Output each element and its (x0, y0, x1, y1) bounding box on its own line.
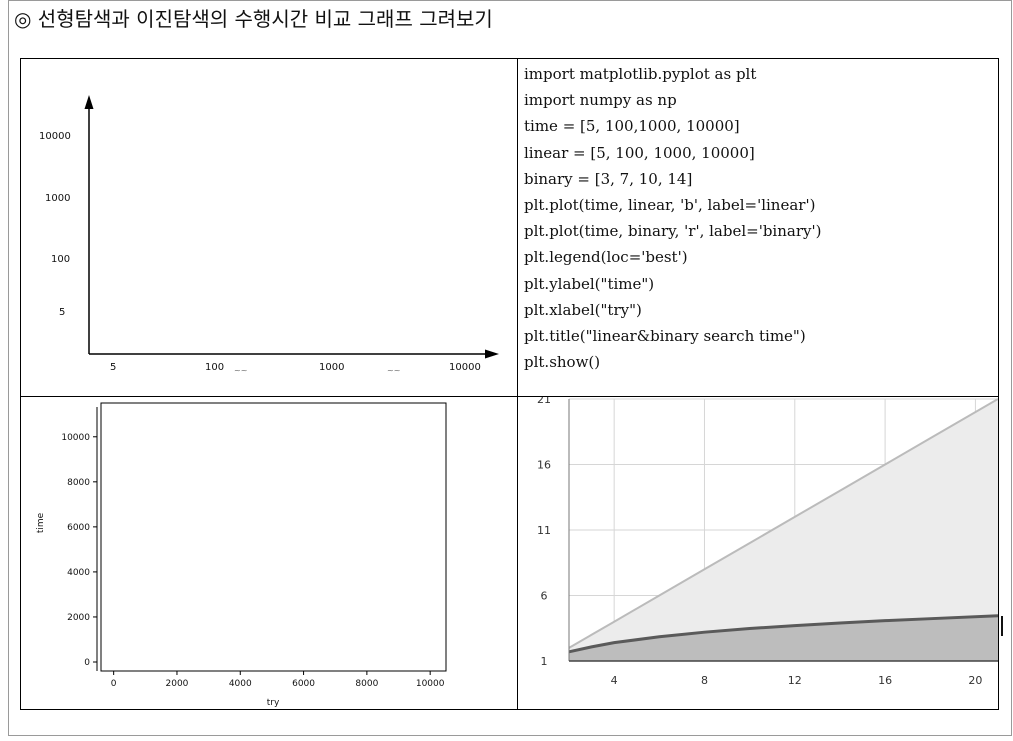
sketch-y-tick: 10000 (39, 131, 71, 142)
series-area-1 (569, 615, 998, 661)
x-tick-label: 8000 (355, 679, 378, 689)
y-tick-label: 16 (537, 459, 551, 472)
code-line: binary = [3, 7, 10, 14] (524, 169, 693, 188)
series-area-0 (569, 399, 998, 661)
sketch-y-tick: 100 (51, 254, 70, 265)
code-line: plt.xlabel("try") (524, 300, 642, 319)
x-tick-label: 4000 (229, 679, 252, 689)
code-line: import numpy as np (524, 91, 677, 110)
code-line: linear = [5, 100, 1000, 10000] (524, 143, 755, 162)
axis-sketch: 10000 1000 100 5 5 100 ~~ 1000 ~~ 10000 (39, 95, 499, 375)
sketch-x-tick: ~~ (387, 366, 400, 375)
sketch-x-tick: 5 (110, 362, 116, 373)
y-tick-label: 6 (541, 590, 548, 603)
x-tick-label: 10000 (416, 679, 445, 689)
code-block: import matplotlib.pyplot as plt import nu… (524, 61, 821, 375)
x-tick-label: 8 (701, 674, 708, 687)
sketch-x-tick: 1000 (319, 362, 344, 373)
content-table: 10000 1000 100 5 5 100 ~~ 1000 ~~ 10000 … (20, 58, 999, 710)
y-tick-label: 6000 (67, 523, 90, 533)
table-horizontal-divider (21, 396, 998, 397)
y-tick-label: 0 (84, 658, 90, 668)
plot-output-cell: 0 2000 4000 6000 8000 10000 0 2000 4000 6000 8000 1… (21, 397, 517, 709)
sketch-y-tick: 5 (59, 307, 65, 318)
y-tick-label: 8000 (67, 478, 90, 488)
code-line: time = [5, 100,1000, 10000] (524, 117, 740, 136)
series-line-0 (568, 398, 998, 649)
code-cell: import matplotlib.pyplot as plt import nu… (518, 59, 998, 396)
code-line: plt.plot(time, binary, 'r', label='binar… (524, 222, 822, 241)
curve-chart-cell: 4 8 12 16 20 1 6 11 16 21 (518, 397, 998, 709)
code-line: plt.show() (524, 353, 601, 372)
sketch-cell: 10000 1000 100 5 5 100 ~~ 1000 ~~ 10000 (21, 59, 517, 396)
y-tick-label: 10000 (61, 433, 90, 443)
sketch-x-tick: 10000 (449, 362, 481, 373)
y-tick-label: 4000 (67, 568, 90, 578)
y-axis-label: time (36, 512, 46, 533)
empty-plot: 0 2000 4000 6000 8000 10000 0 2000 4000 6000 8000 1… (36, 402, 447, 708)
code-line: plt.plot(time, linear, 'b', label='linea… (524, 196, 816, 215)
x-tick-label: 20 (968, 674, 982, 687)
section-heading: ◎ 선형탐색과 이진탐색의 수행시간 비교 그래프 그려보기 (14, 7, 493, 31)
y-tick-label: 11 (537, 524, 551, 537)
code-line: plt.legend(loc='best') (524, 248, 688, 267)
x-tick-label: 4 (611, 674, 618, 687)
x-tick-label: 12 (788, 674, 802, 687)
sketch-x-arrow-icon (485, 349, 499, 359)
x-axis-label: try (267, 698, 280, 708)
sketch-x-tick: ~~ (234, 366, 247, 375)
code-line: plt.title("linear&binary search time") (524, 327, 806, 346)
sketch-y-tick: 1000 (45, 193, 70, 204)
table-vertical-divider (517, 59, 518, 709)
x-tick-label: 0 (111, 679, 117, 689)
code-line: plt.ylabel("time") (524, 274, 655, 293)
sketch-y-arrow-icon (84, 95, 94, 109)
x-tick-label: 16 (878, 674, 892, 687)
y-tick-label: 2000 (67, 613, 90, 623)
plot-frame (100, 402, 447, 672)
y-tick-label: 21 (537, 397, 551, 406)
sketch-x-tick: 100 (205, 362, 224, 373)
x-tick-label: 6000 (292, 679, 315, 689)
document-frame (8, 0, 1012, 736)
text-cursor-mark (1001, 616, 1003, 636)
x-tick-label: 2000 (166, 679, 189, 689)
code-line: import matplotlib.pyplot as plt (524, 65, 757, 83)
y-tick-label: 1 (541, 655, 548, 668)
series-line-1 (568, 614, 998, 654)
